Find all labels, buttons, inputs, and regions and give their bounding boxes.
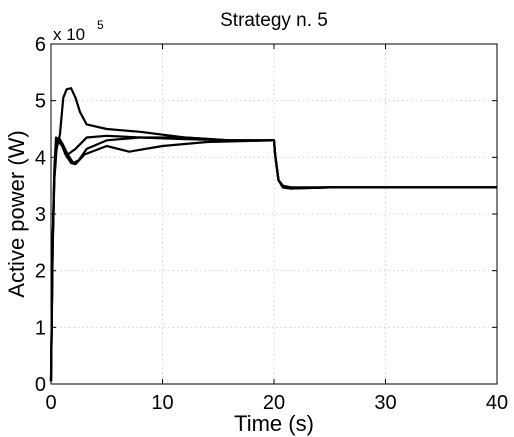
y-tick-label: 1: [35, 317, 46, 339]
series-line-2: [51, 138, 497, 382]
x-tick-label: 10: [151, 392, 173, 414]
y-tick-label: 5: [35, 91, 46, 113]
y-multiplier-prefix: x 10: [53, 25, 85, 44]
y-axis-title: Active power (W): [4, 130, 29, 297]
y-tick-label: 3: [35, 204, 46, 226]
x-tick-label: 40: [486, 392, 508, 414]
y-tick-label: 6: [35, 34, 46, 56]
chart-title: Strategy n. 5: [220, 10, 328, 31]
series-line-4: [51, 136, 497, 381]
y-tick-label: 0: [35, 374, 46, 396]
x-axis-title: Time (s): [234, 411, 314, 436]
y-tick-label: 2: [35, 261, 46, 283]
grid: [51, 44, 497, 384]
y-tick-labels: 0 1 2 3 4 5 6: [35, 34, 46, 396]
y-tick-label: 4: [35, 147, 46, 169]
y-multiplier-exponent: 5: [97, 18, 104, 32]
x-tick-label: 0: [45, 392, 56, 414]
x-tick-label: 30: [374, 392, 396, 414]
y-multiplier: x 10 5: [53, 18, 104, 44]
